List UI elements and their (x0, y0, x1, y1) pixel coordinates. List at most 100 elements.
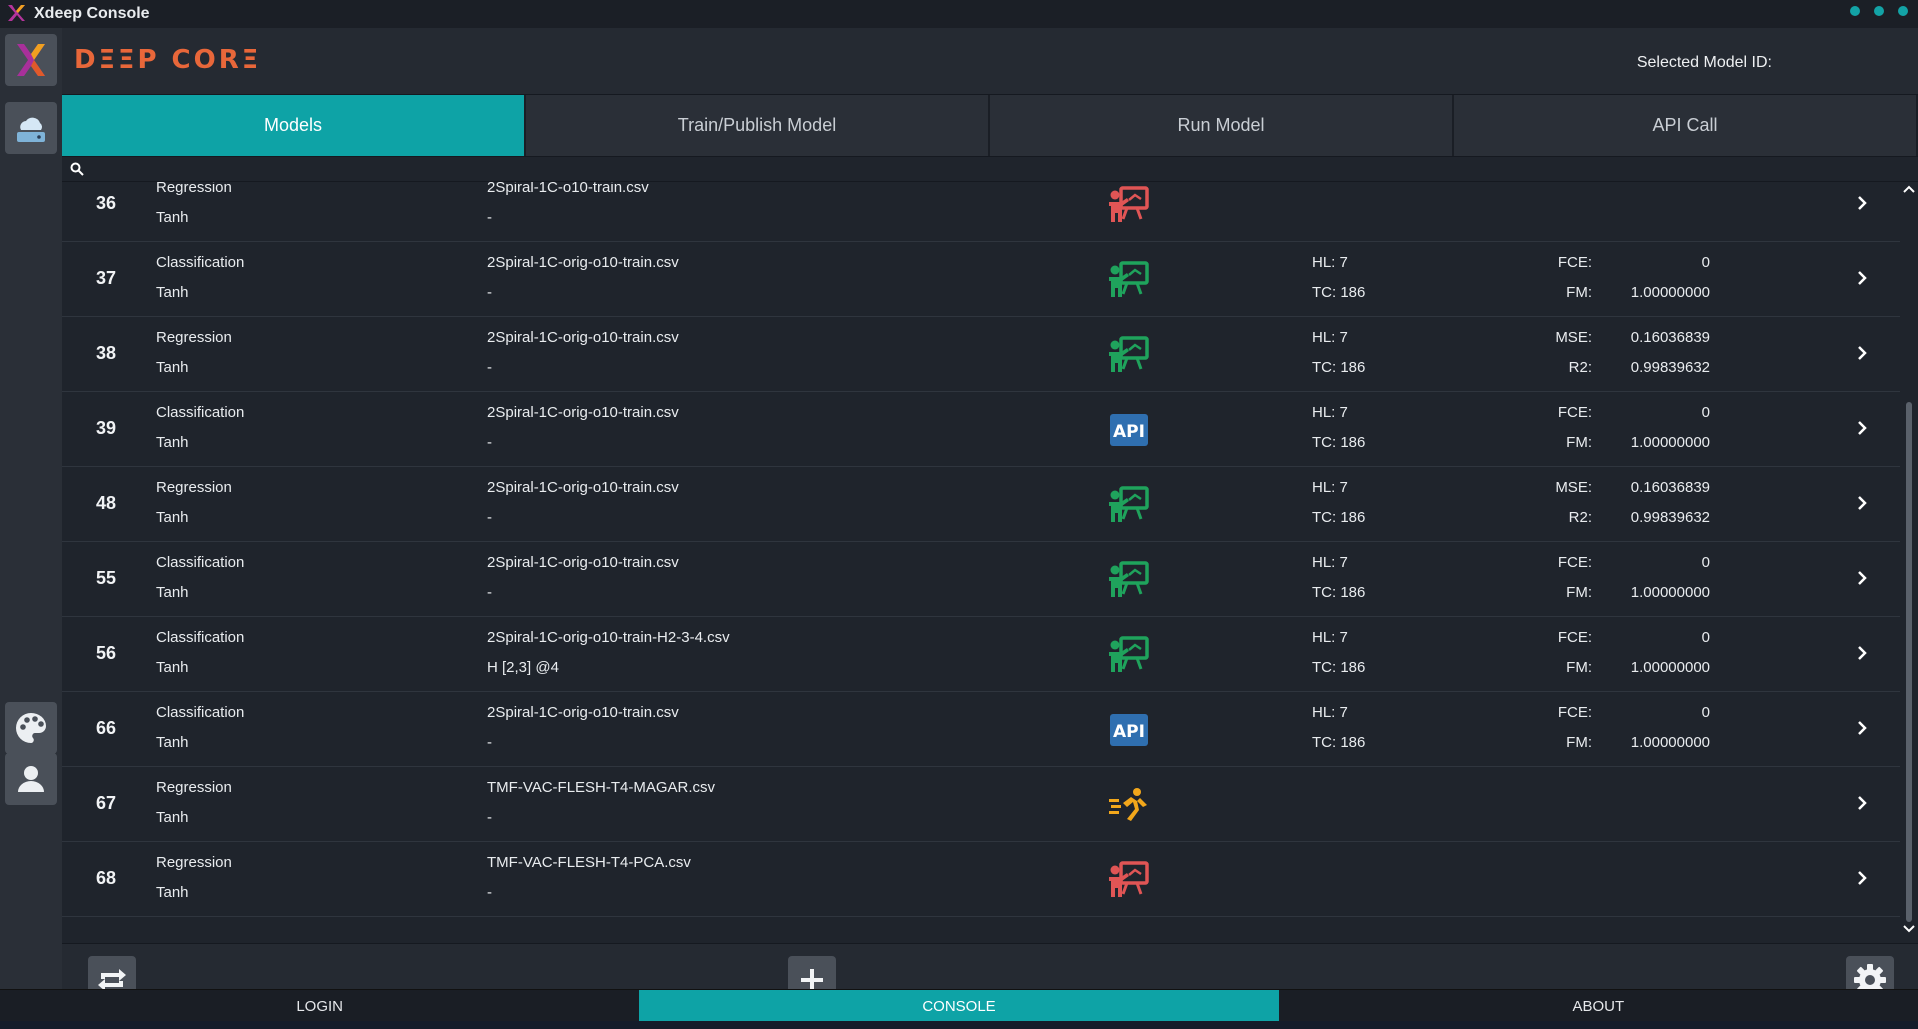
model-train-count: TC: 186 (1312, 584, 1366, 601)
model-type: Regression (156, 854, 232, 871)
api-icon: API (1107, 410, 1151, 450)
metric-1-value: 0.16036839 (1630, 479, 1710, 496)
model-row-56[interactable]: 56 Classification Tanh 2Spiral-1C-orig-o10-… (62, 617, 1900, 692)
sidebar-user-button[interactable] (5, 753, 57, 805)
chevron-right-icon[interactable] (1856, 720, 1868, 741)
model-id: 66 (96, 718, 117, 738)
model-train-count: TC: 186 (1312, 359, 1366, 376)
model-row-67[interactable]: 67 Regression Tanh TMF-VAC-FLESH-T4-MAGAR.c… (62, 767, 1900, 842)
model-row-48[interactable]: 48 Regression Tanh 2Spiral-1C-orig-o10-trai… (62, 467, 1900, 542)
palette-icon (16, 713, 46, 743)
running-icon (1107, 785, 1151, 825)
model-row-36[interactable]: 36 Regression Tanh 2Spiral-1C-o10-train.csv… (62, 182, 1900, 242)
metric-2-value: 1.00000000 (1630, 584, 1710, 601)
metric-1-label: FCE: (1557, 554, 1592, 571)
model-id: 39 (96, 418, 117, 438)
svg-text:DΞΞP CORΞ: DΞΞP CORΞ (74, 45, 261, 75)
model-row-39[interactable]: 39 Classification Tanh 2Spiral-1C-orig-o10-… (62, 392, 1900, 467)
model-type: Classification (156, 404, 245, 421)
xdeep-logo-icon (17, 44, 45, 76)
scroll-up-icon[interactable] (1903, 184, 1915, 194)
search-icon[interactable] (70, 162, 84, 176)
model-row-66[interactable]: 66 Classification Tanh 2Spiral-1C-orig-o10-… (62, 692, 1900, 767)
chevron-right-icon[interactable] (1856, 495, 1868, 516)
chevron-right-icon[interactable] (1856, 270, 1868, 291)
model-subtitle: - (487, 809, 492, 826)
tab-run-model[interactable]: Run Model (990, 95, 1454, 156)
model-subtitle: - (487, 209, 492, 226)
metric-1-value: 0 (1701, 554, 1710, 571)
presenter-icon-red (1107, 185, 1151, 225)
model-file: 2Spiral-1C-orig-o10-train.csv (487, 554, 679, 571)
model-subtitle: - (487, 284, 492, 301)
scroll-thumb[interactable] (1906, 402, 1912, 922)
app-header: DΞΞP CORΞ Selected Model ID: (62, 28, 1918, 95)
chevron-right-icon[interactable] (1856, 195, 1868, 216)
model-hidden-layers: HL: 7 (1312, 404, 1348, 421)
sidebar-cloud-button[interactable] (5, 102, 57, 154)
model-activation: Tanh (156, 209, 189, 226)
model-hidden-layers: HL: 7 (1312, 704, 1348, 721)
model-type: Classification (156, 254, 245, 271)
maximize-button[interactable] (1874, 6, 1884, 16)
model-activation: Tanh (156, 434, 189, 451)
model-id: 56 (96, 643, 117, 663)
metric-2-value: 0.99839632 (1630, 509, 1710, 526)
chevron-right-icon[interactable] (1856, 420, 1868, 441)
model-file: TMF-VAC-FLESH-T4-MAGAR.csv (487, 779, 716, 796)
model-file: TMF-VAC-FLESH-T4-PCA.csv (487, 854, 691, 871)
metric-1-label: FCE: (1557, 704, 1592, 721)
list-scrollbar[interactable] (1900, 182, 1918, 943)
model-activation: Tanh (156, 359, 189, 376)
selected-model-label: Selected Model ID: (1636, 54, 1772, 71)
model-file: 2Spiral-1C-orig-o10-train-H2-3-4.csv (487, 629, 730, 646)
model-type: Classification (156, 554, 245, 571)
model-row-37[interactable]: 37 Classification Tanh 2Spiral-1C-orig-o10-… (62, 242, 1900, 317)
window-title: Xdeep Console (34, 5, 150, 22)
api-icon: API (1107, 710, 1151, 750)
nav-login[interactable]: LOGIN (296, 997, 343, 1015)
chevron-right-icon[interactable] (1856, 570, 1868, 591)
close-button[interactable] (1898, 6, 1908, 16)
chevron-right-icon[interactable] (1856, 345, 1868, 366)
svg-text:API: API (1113, 722, 1145, 742)
model-row-38[interactable]: 38 Regression Tanh 2Spiral-1C-orig-o10-trai… (62, 317, 1900, 392)
presenter-icon-green (1107, 635, 1151, 675)
model-id: 38 (96, 343, 117, 363)
model-activation: Tanh (156, 509, 189, 526)
model-subtitle: - (487, 734, 492, 751)
model-row-55[interactable]: 55 Classification Tanh 2Spiral-1C-orig-o10-… (62, 542, 1900, 617)
sidebar-xdeep-button[interactable] (5, 34, 57, 86)
main-tabs: Models Train/Publish Model Run Model API… (62, 95, 1918, 157)
tab-train-publish-model[interactable]: Train/Publish Model (526, 95, 990, 156)
model-hidden-layers: HL: 7 (1312, 479, 1348, 496)
model-row-68[interactable]: 68 Regression Tanh TMF-VAC-FLESH-T4-PCA.csv… (62, 842, 1900, 917)
nav-console[interactable]: CONSOLE (639, 990, 1279, 1022)
search-bar[interactable] (62, 157, 1918, 182)
sidebar-theme-button[interactable] (5, 702, 57, 754)
minimize-button[interactable] (1850, 6, 1860, 16)
metric-2-label: FM: (1566, 659, 1592, 676)
window-titlebar: Xdeep Console (0, 0, 1918, 29)
chevron-right-icon[interactable] (1856, 870, 1868, 891)
metric-1-label: MSE: (1555, 479, 1592, 496)
nav-about[interactable]: ABOUT (1572, 997, 1625, 1015)
model-file: 2Spiral-1C-orig-o10-train.csv (487, 404, 679, 421)
model-train-count: TC: 186 (1312, 509, 1366, 526)
model-activation: Tanh (156, 734, 189, 751)
chevron-right-icon[interactable] (1856, 645, 1868, 666)
sidebar (0, 28, 63, 989)
model-hidden-layers: HL: 7 (1312, 254, 1348, 271)
metric-2-label: FM: (1566, 284, 1592, 301)
tab-models[interactable]: Models (62, 95, 526, 156)
model-type: Regression (156, 779, 232, 796)
model-type: Regression (156, 329, 232, 346)
metric-2-label: FM: (1566, 584, 1592, 601)
chevron-right-icon[interactable] (1856, 795, 1868, 816)
model-activation: Tanh (156, 659, 189, 676)
scroll-down-icon[interactable] (1903, 924, 1915, 934)
model-subtitle: H [2,3] @4 (487, 659, 559, 676)
model-train-count: TC: 186 (1312, 434, 1366, 451)
metric-2-value: 1.00000000 (1630, 284, 1710, 301)
tab-api-call[interactable]: API Call (1454, 95, 1918, 156)
